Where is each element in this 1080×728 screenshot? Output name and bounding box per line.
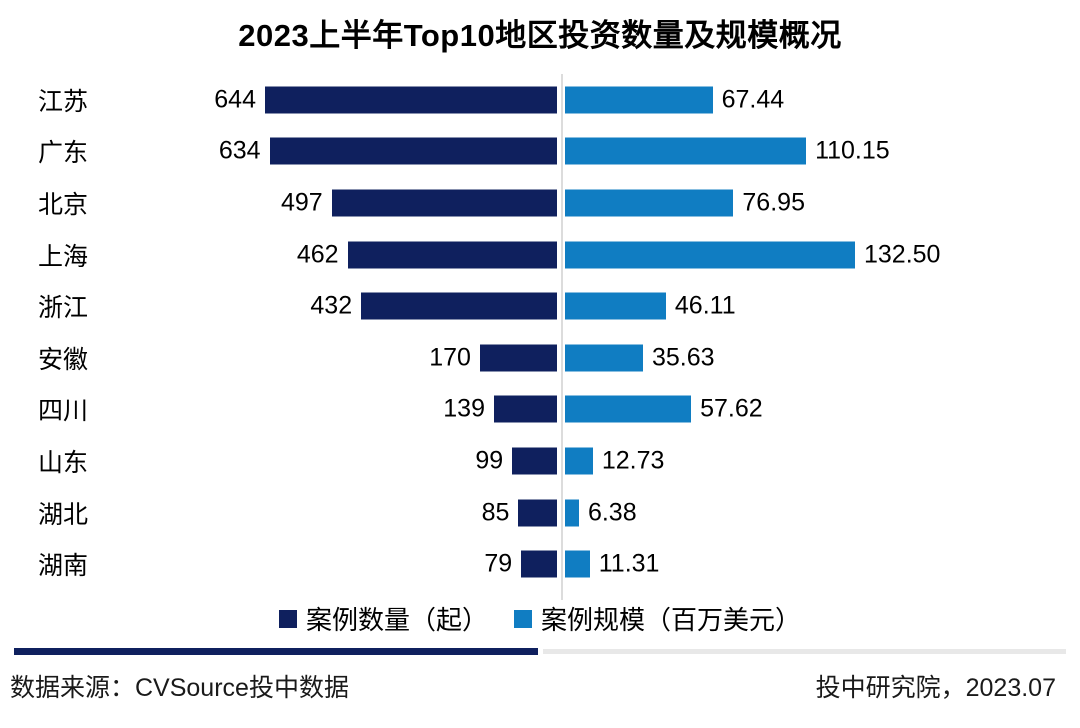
count-value: 79 (484, 549, 513, 578)
scale-value: 76.95 (742, 188, 805, 217)
count-bar (493, 395, 557, 423)
scale-bar (565, 189, 734, 217)
scale-value: 46.11 (674, 291, 736, 320)
count-value: 634 (218, 136, 261, 165)
scale-value: 67.44 (721, 85, 785, 114)
footer-separator-dark (14, 648, 538, 655)
center-axis-line (561, 74, 563, 600)
data-source-text: 数据来源：CVSource投中数据 (10, 674, 349, 702)
table-row: 四川 139 57.62 (0, 384, 1080, 436)
count-bar (331, 189, 557, 217)
scale-value: 6.38 (587, 498, 637, 527)
count-value: 170 (429, 343, 471, 372)
table-row: 湖北 85 6.38 (0, 487, 1080, 539)
count-bar (512, 447, 557, 475)
legend-item-scale: 案例规模（百万美元） (514, 600, 801, 637)
scale-bar (565, 292, 666, 320)
scale-value: 132.50 (864, 240, 941, 269)
chart-area: 江苏 644 67.44 广东 634 110.15 北京 497 76.95 … (0, 74, 1080, 600)
count-bar (265, 86, 557, 114)
row-label: 山东 (38, 448, 89, 477)
row-label: 湖北 (38, 500, 89, 529)
legend-label-scale: 案例规模（百万美元） (541, 605, 802, 635)
count-value: 462 (296, 240, 339, 269)
bar-rows: 江苏 644 67.44 广东 634 110.15 北京 497 76.95 … (0, 74, 1080, 590)
table-row: 山东 99 12.73 (0, 435, 1080, 487)
row-label: 四川 (38, 397, 89, 426)
scale-bar (565, 241, 855, 269)
count-value: 85 (481, 498, 510, 527)
chart-title: 2023上半年Top10地区投资数量及规模概况 (238, 18, 842, 53)
count-bar (361, 292, 557, 320)
scale-value: 110.15 (815, 136, 890, 165)
scale-bar (565, 550, 590, 578)
table-row: 上海 462 132.50 (0, 229, 1080, 281)
footer-separator-light (543, 649, 1066, 654)
count-value: 432 (310, 291, 353, 320)
count-bar (521, 550, 557, 578)
scale-bar (565, 395, 692, 423)
row-label: 湖南 (38, 552, 89, 581)
table-row: 北京 497 76.95 (0, 177, 1080, 229)
table-row: 广东 634 110.15 (0, 126, 1080, 178)
row-label: 江苏 (38, 87, 89, 116)
legend: 案例数量（起） 案例规模（百万美元） (0, 600, 1080, 637)
table-row: 安徽 170 35.63 (0, 332, 1080, 384)
row-label: 上海 (38, 242, 89, 271)
legend-swatch-scale (514, 609, 532, 628)
legend-label-count: 案例数量（起） (305, 605, 488, 635)
legend-swatch-count (278, 609, 297, 628)
count-bar (269, 137, 557, 165)
scale-bar (565, 344, 643, 372)
row-label: 北京 (38, 190, 89, 219)
row-label: 安徽 (38, 345, 89, 374)
scale-bar (565, 137, 807, 165)
scale-value: 11.31 (598, 549, 660, 578)
count-bar (518, 499, 557, 527)
row-label: 广东 (38, 139, 89, 168)
table-row: 湖南 79 11.31 (0, 538, 1080, 590)
count-value: 497 (280, 188, 323, 217)
legend-item-count: 案例数量（起） (278, 600, 488, 637)
scale-value: 35.63 (651, 343, 715, 372)
credit-text: 投中研究院，2023.07 (815, 674, 1056, 702)
count-value: 99 (475, 446, 504, 475)
count-value: 139 (443, 394, 485, 423)
row-label: 浙江 (38, 294, 89, 323)
count-value: 644 (214, 85, 256, 114)
scale-bar (565, 447, 593, 475)
count-bar (479, 344, 557, 372)
scale-bar (565, 86, 713, 114)
table-row: 浙江 432 46.11 (0, 280, 1080, 332)
scale-value: 12.73 (601, 446, 665, 475)
scale-value: 57.62 (700, 394, 763, 423)
count-bar (347, 241, 557, 269)
table-row: 江苏 644 67.44 (0, 74, 1080, 126)
scale-bar (565, 499, 579, 527)
